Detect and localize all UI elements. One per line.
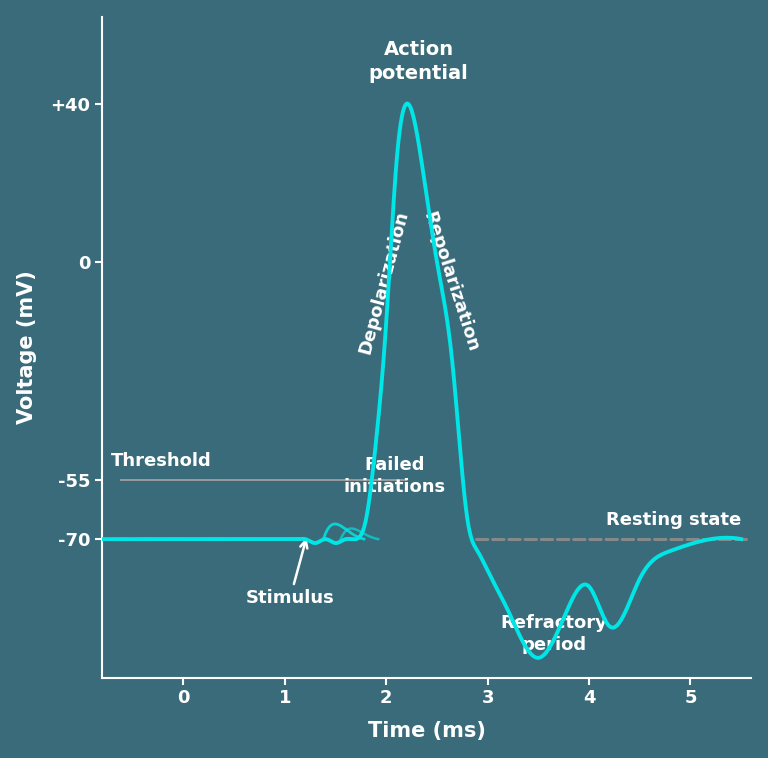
X-axis label: Time (ms): Time (ms) [368, 722, 486, 741]
Text: Resting state: Resting state [606, 511, 741, 529]
Y-axis label: Voltage (mV): Voltage (mV) [17, 271, 37, 424]
Text: Depolarization: Depolarization [356, 208, 412, 356]
Text: Threshold: Threshold [111, 452, 211, 470]
Text: Failed
initiations: Failed initiations [343, 456, 445, 496]
Text: Refractory
period: Refractory period [500, 614, 607, 654]
Text: Action
potential: Action potential [369, 40, 468, 83]
Text: Stimulus: Stimulus [246, 540, 334, 607]
Text: Repolarization: Repolarization [419, 209, 482, 354]
